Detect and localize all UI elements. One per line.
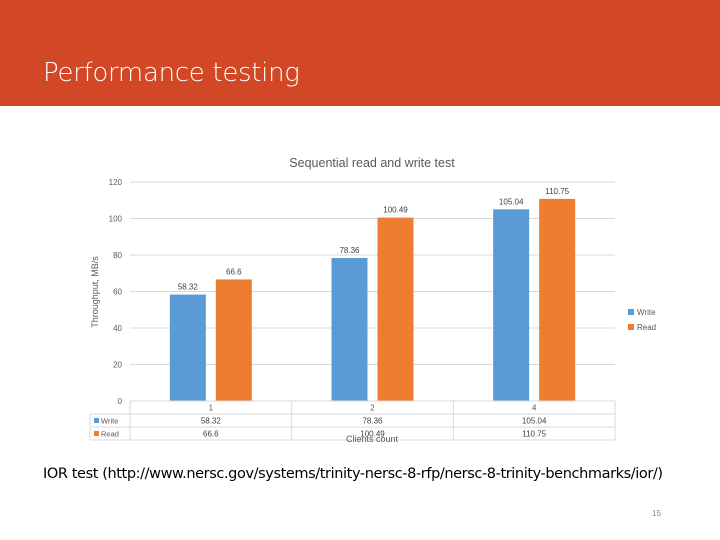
chart-title: Sequential read and write test bbox=[289, 156, 455, 170]
table-legend-key bbox=[94, 431, 99, 436]
data-label: 78.36 bbox=[339, 246, 360, 255]
legend-swatch-write bbox=[628, 309, 634, 315]
bar-write bbox=[169, 294, 206, 401]
table-cell: 110.75 bbox=[522, 430, 546, 439]
data-label: 105.04 bbox=[499, 197, 524, 206]
y-tick-label: 120 bbox=[109, 178, 123, 187]
table-cell: 66.6 bbox=[203, 430, 219, 439]
y-axis-label: Throughput, MB/s bbox=[90, 256, 100, 328]
x-category-label: 1 bbox=[209, 404, 214, 413]
legend-swatch-read bbox=[628, 324, 634, 330]
slide-title: Performance testing bbox=[43, 58, 300, 88]
x-axis-label: Clients count bbox=[346, 434, 399, 444]
caption-text: IOR test (http://www.nersc.gov/systems/t… bbox=[43, 466, 663, 482]
bar-write bbox=[493, 209, 530, 401]
bar-write bbox=[331, 257, 368, 401]
y-tick-label: 20 bbox=[113, 361, 122, 370]
bar-chart: Sequential read and write test 0 20 40 60 80… bbox=[88, 146, 666, 446]
data-label: 58.32 bbox=[178, 283, 199, 292]
data-label: 110.75 bbox=[545, 187, 569, 196]
x-category-label: 2 bbox=[370, 404, 375, 413]
table-legend-key bbox=[94, 418, 99, 423]
table-cell: 100.49 bbox=[360, 430, 385, 439]
y-tick-label: 60 bbox=[113, 288, 122, 297]
legend-label: Read bbox=[637, 323, 656, 332]
table-cell: 78.36 bbox=[362, 417, 383, 426]
table-series-name: Read bbox=[101, 430, 119, 439]
legend-label: Write bbox=[637, 308, 656, 317]
x-category-label: 4 bbox=[532, 404, 537, 413]
title-banner bbox=[0, 0, 720, 106]
y-tick-label: 0 bbox=[118, 397, 123, 406]
page-number: 15 bbox=[652, 509, 661, 518]
y-tick-label: 80 bbox=[113, 251, 122, 260]
data-label: 100.49 bbox=[383, 206, 408, 215]
data-label: 66.6 bbox=[226, 267, 242, 276]
bar-read bbox=[539, 198, 576, 401]
y-tick-label: 40 bbox=[113, 324, 122, 333]
table-cell: 105.04 bbox=[522, 417, 547, 426]
chart-svg: Sequential read and write test 0 20 40 60 80… bbox=[89, 156, 656, 444]
table-cell: 58.32 bbox=[201, 417, 222, 426]
y-tick-label: 100 bbox=[109, 215, 123, 224]
bar-read bbox=[215, 279, 252, 401]
bar-read bbox=[377, 217, 414, 401]
table-series-name: Write bbox=[101, 417, 118, 426]
